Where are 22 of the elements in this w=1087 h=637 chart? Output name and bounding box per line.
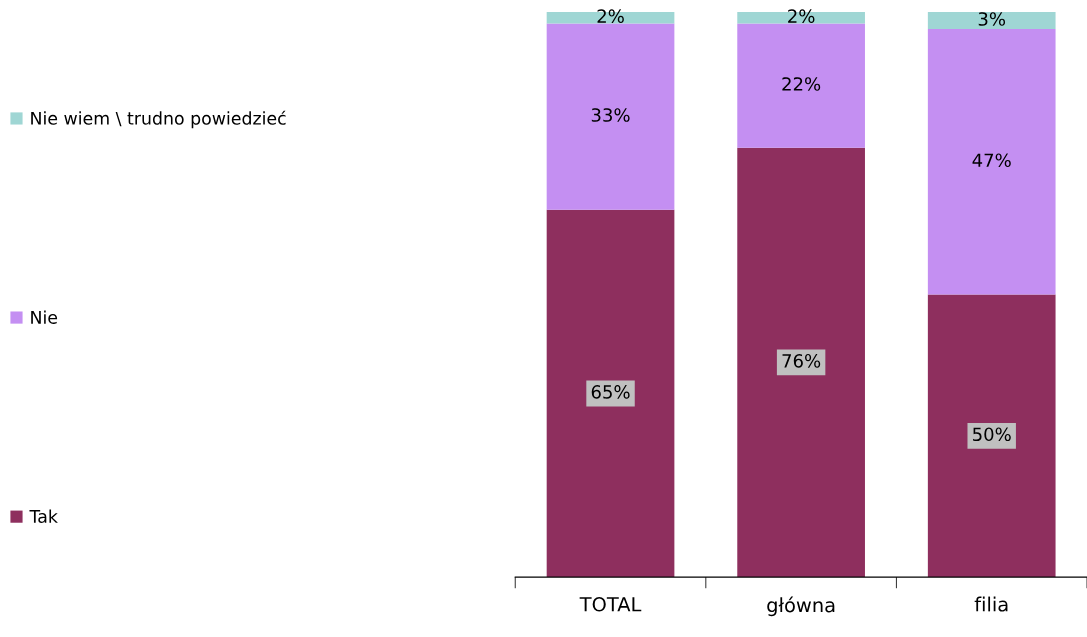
data-label: 50% bbox=[973, 427, 1011, 442]
legend-label: Tak bbox=[29, 509, 58, 523]
bar bbox=[927, 12, 1056, 30]
bar bbox=[927, 29, 1056, 295]
x-tick-label: główna bbox=[767, 596, 835, 617]
data-label: 76% bbox=[782, 354, 821, 368]
data-label: 65% bbox=[591, 385, 630, 399]
legend-label: Nie wiem \ trudno powiedzieć bbox=[31, 110, 286, 129]
data-label: 2% bbox=[597, 9, 624, 23]
data-label: 3% bbox=[978, 12, 1006, 26]
bar bbox=[737, 147, 865, 578]
bar bbox=[546, 23, 675, 210]
bar bbox=[737, 23, 865, 148]
x-tick-label: TOTAL bbox=[579, 596, 642, 612]
data-label: 2% bbox=[788, 9, 815, 23]
data-label: 33% bbox=[591, 108, 630, 122]
bar bbox=[927, 294, 1056, 578]
data-label: 22% bbox=[782, 77, 821, 91]
legend-label: Nie bbox=[31, 310, 58, 324]
data-label: 47% bbox=[972, 153, 1011, 168]
bar bbox=[546, 209, 675, 578]
x-tick-label: filia bbox=[974, 596, 1008, 612]
